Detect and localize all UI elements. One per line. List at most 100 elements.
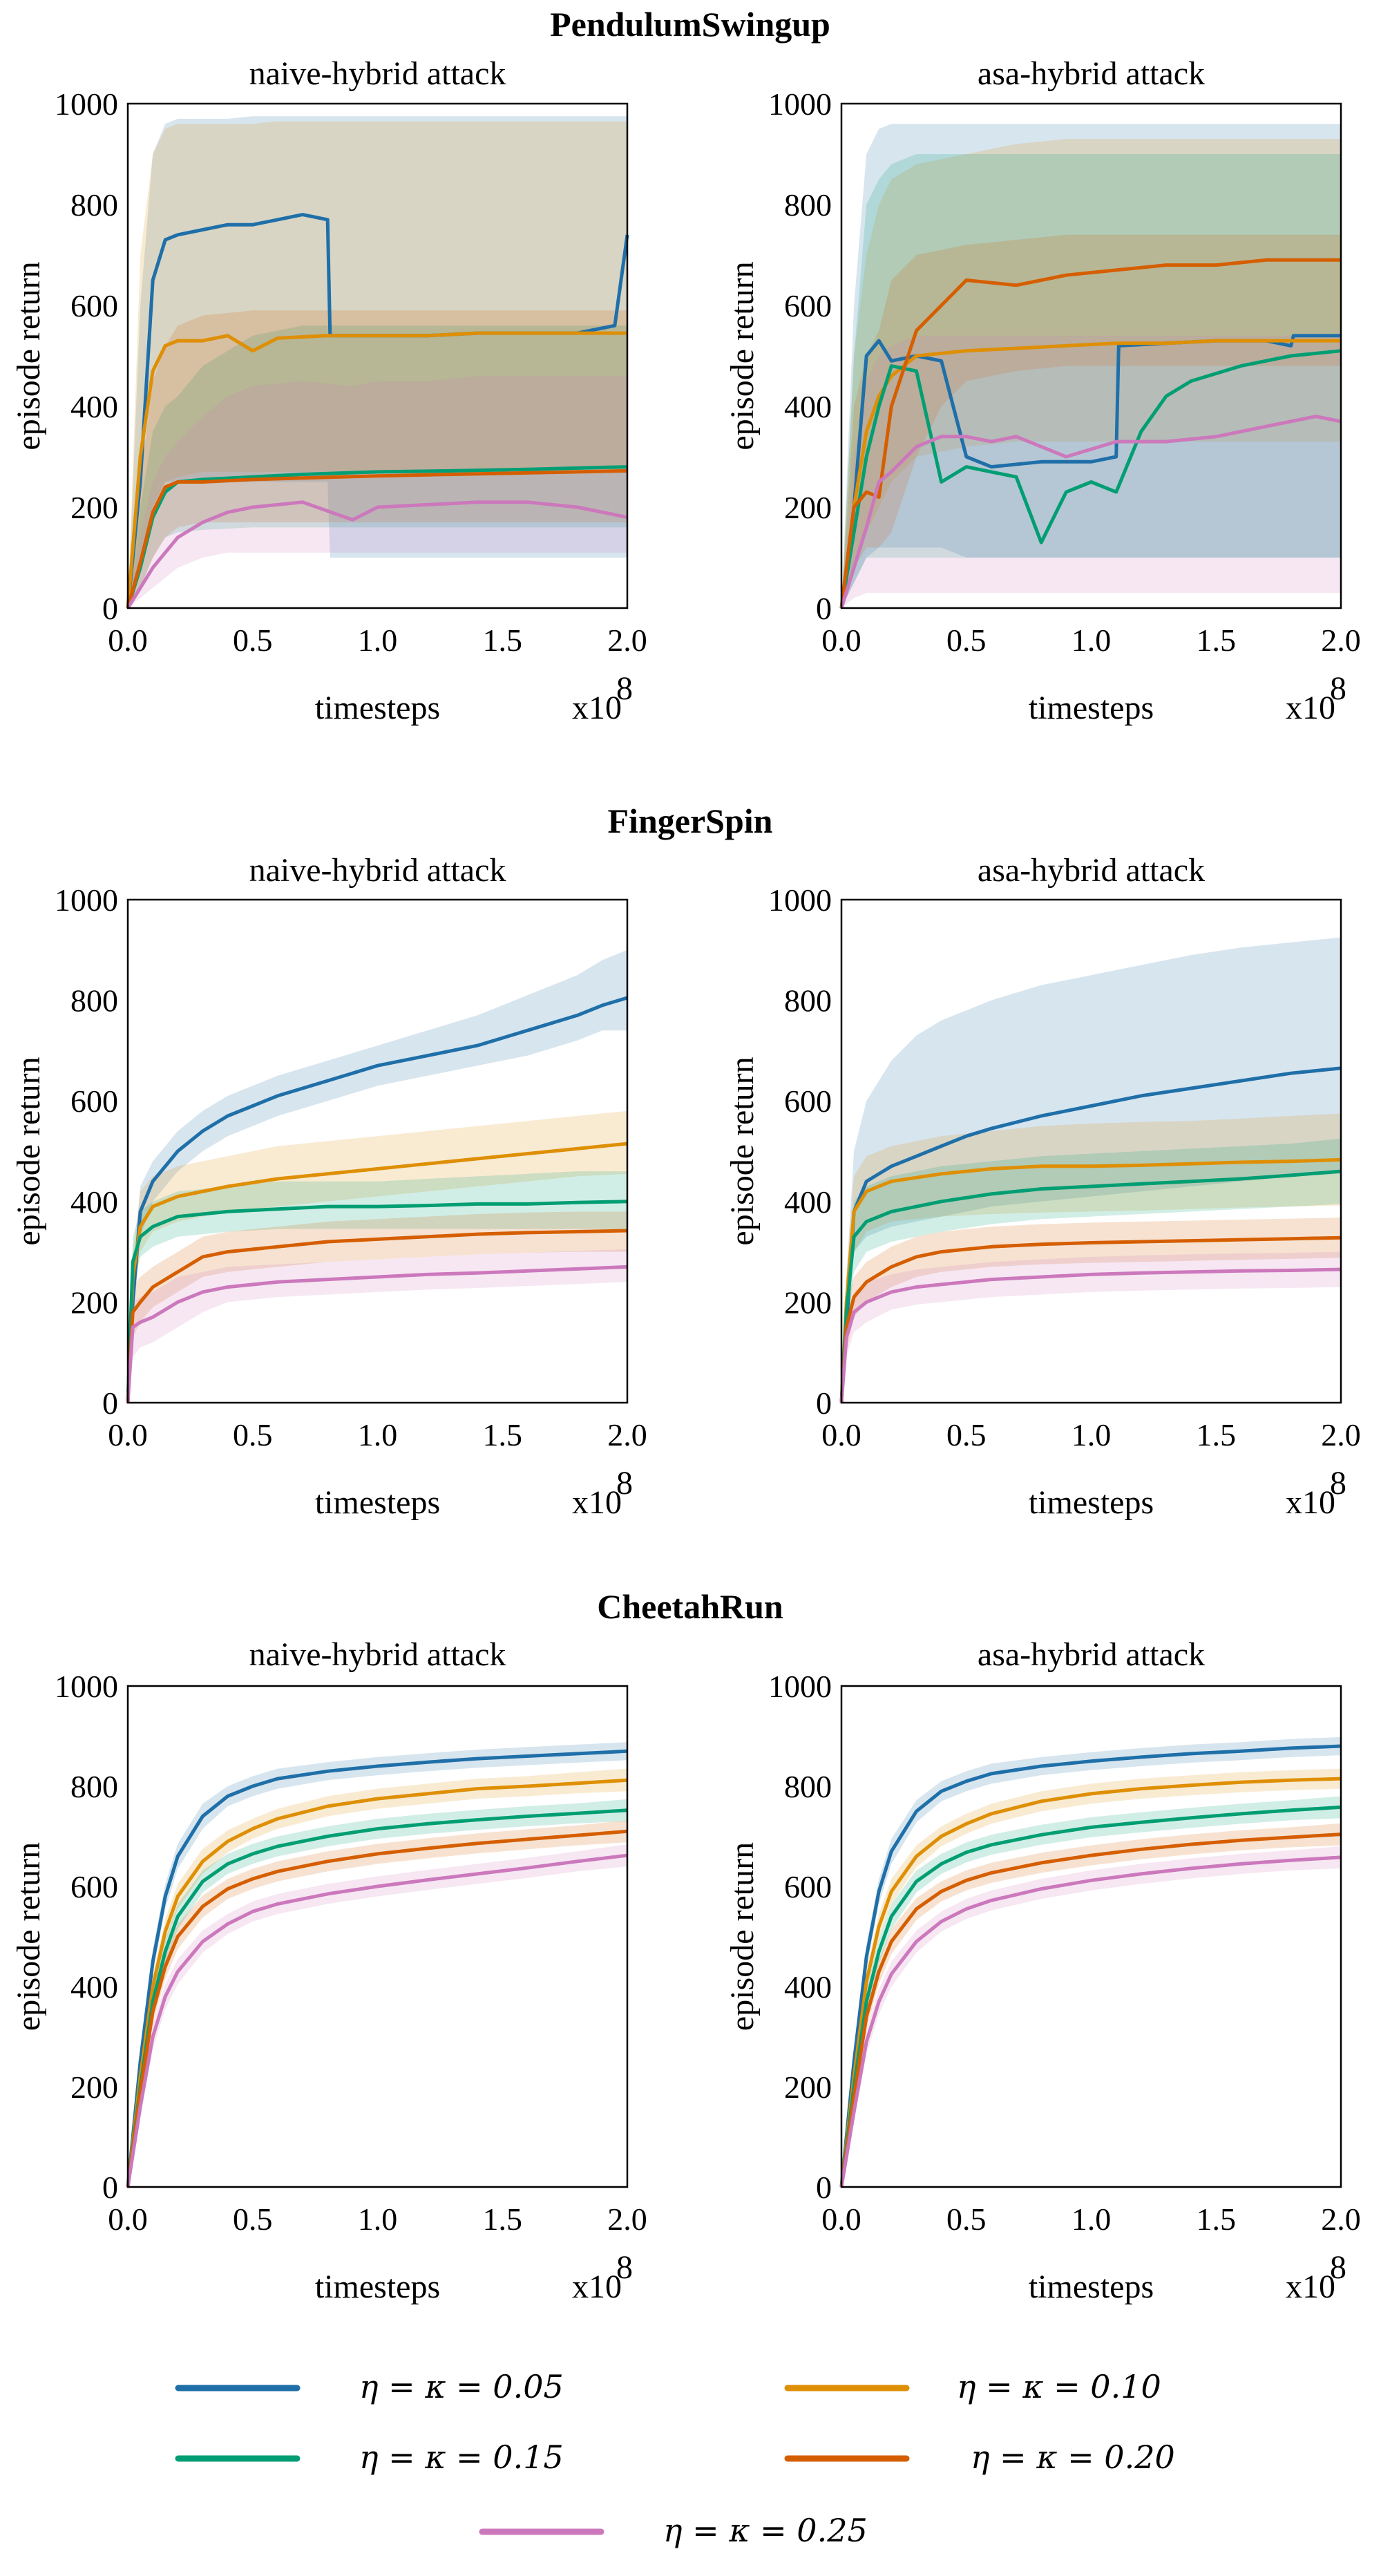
series-band-4 [841,234,1341,608]
series-line-4 [839,258,1341,609]
plot-frame [126,898,629,1404]
row-title-fingerspin: FingerSpin [608,802,773,840]
x-axis-label: timesteps [1029,2269,1154,2305]
y-axis-label: episode return [724,261,761,450]
series-line-2 [839,1777,1342,2188]
y-tick-label: 800 [70,983,118,1019]
series-line-4 [839,1235,1342,1403]
x-axis-label: timesteps [315,690,440,726]
y-axis-label: episode return [724,1842,761,2031]
y-tick-label: 200 [70,490,118,525]
x-multiplier-exponent: 8 [616,1465,633,1502]
x-tick-label: 1.5 [1197,1417,1237,1452]
x-tick-label: 1.5 [483,2201,523,2237]
y-tick-label: 0 [816,1385,832,1421]
x-axis-label: timesteps [1029,690,1154,726]
x-tick-label: 1.0 [358,623,398,658]
y-tick-label: 1000 [768,882,832,918]
y-tick-label: 800 [70,187,118,222]
y-tick-label: 0 [816,2170,832,2205]
subplot-title: asa-hybrid attack [978,1636,1205,1673]
x-multiplier-exponent: 8 [616,2249,633,2286]
series-band-1 [841,124,1341,608]
x-tick-label: 0.5 [233,1417,273,1452]
y-tick-label: 600 [784,1083,832,1119]
x-tick-label: 0.5 [946,1417,987,1452]
x-multiplier: x10 [1286,2269,1335,2305]
legend-label-2: η = κ = 0.10 [957,2368,1161,2405]
series-line-1 [839,1744,1342,2188]
series-line-3 [126,1200,628,1403]
x-tick-label: 0.0 [821,1417,861,1452]
x-tick-label: 2.0 [1321,1417,1361,1452]
row-title-pendulumswingup: PendulumSwingup [550,5,830,44]
series-line-1 [126,996,628,1403]
series-line-5 [839,1267,1342,1403]
chart-fingerspin-asa: asa-hybrid attack 0 200 400 600 800 1000 0.0 0.5… [724,852,1361,1521]
x-multiplier: x10 [572,690,622,726]
series-line-3 [839,1805,1342,2188]
y-tick-label: 0 [102,591,118,626]
y-tick-label: 800 [784,187,832,222]
x-tick-label: 1.5 [1197,623,1237,658]
legend: η = κ = 0.05 η = κ = 0.10 η = κ = 0.15 η = … [175,2368,1175,2549]
chart-pendulumswingup-naive: naive-hybrid attack 0 200 400 600 800 1000 0.0 0… [10,55,647,726]
y-tick-label: 800 [70,1769,118,1804]
series-line-2 [126,1142,628,1403]
x-tick-label: 0.0 [821,2201,861,2237]
x-multiplier: x10 [572,2269,622,2305]
plot-frame [840,898,1342,1404]
x-axis-label: timesteps [315,2269,440,2305]
x-tick-label: 0.5 [946,623,987,658]
y-tick-label: 800 [784,1769,832,1804]
x-tick-label: 1.0 [1072,2201,1112,2237]
series-line-4 [126,468,628,609]
y-tick-label: 600 [784,288,832,323]
x-multiplier: x10 [572,1484,622,1521]
series-line-2 [126,1778,628,2188]
x-multiplier-exponent: 8 [1330,2249,1346,2286]
plot-frame [840,102,1342,609]
y-tick-label: 200 [70,2070,118,2105]
series-line-5 [839,415,1342,609]
plot-frame [126,1685,629,2188]
chart-cheetahrun-naive: naive-hybrid attack 0 200 400 600 800 1000 0.0 0… [10,1636,647,2305]
series-band-1 [128,949,627,1403]
legend-label-5: η = κ = 0.25 [663,2512,868,2549]
y-tick-label: 200 [784,490,832,525]
y-axis-label: episode return [10,261,47,450]
y-tick-label: 200 [784,1285,832,1320]
series-band-3 [841,154,1341,608]
y-tick-label: 600 [70,1869,118,1904]
y-tick-label: 200 [784,2070,832,2105]
series-band-3 [128,1171,627,1403]
series-band-4 [128,310,627,608]
series-line-4 [126,1829,628,2188]
series-line-5 [839,1855,1342,2188]
series-band-2 [128,121,627,609]
y-tick-label: 400 [70,389,118,424]
chart-cheetahrun-asa: asa-hybrid attack 0 200 400 600 800 1000 0.0 0.5… [724,1636,1361,2305]
subplot-title: naive-hybrid attack [249,55,506,92]
series-band-4 [841,1218,1341,1403]
series-line-3 [839,349,1342,609]
series-line-2 [839,339,1341,609]
legend-label-3: η = κ = 0.15 [359,2438,564,2476]
y-tick-label: 1000 [55,882,118,918]
y-tick-label: 400 [70,1184,118,1220]
y-tick-label: 600 [784,1869,832,1904]
x-axis-label: timesteps [1029,1484,1154,1521]
x-multiplier-exponent: 8 [616,670,633,707]
series-line-4 [839,1832,1342,2188]
x-axis-label: timesteps [315,1484,440,1521]
legend-label-4: η = κ = 0.20 [971,2438,1175,2476]
x-tick-label: 0.0 [108,2201,148,2237]
chart-pendulumswingup-asa: asa-hybrid attack 0 200 400 600 800 1000 0.0 0.5… [724,55,1361,726]
x-tick-label: 1.5 [483,623,523,658]
y-tick-label: 200 [70,1285,118,1320]
x-multiplier: x10 [1286,690,1335,726]
series-line-3 [126,1808,628,2188]
series-band-1 [841,937,1341,1403]
y-tick-label: 0 [816,591,832,626]
x-tick-label: 0.0 [108,1417,148,1452]
